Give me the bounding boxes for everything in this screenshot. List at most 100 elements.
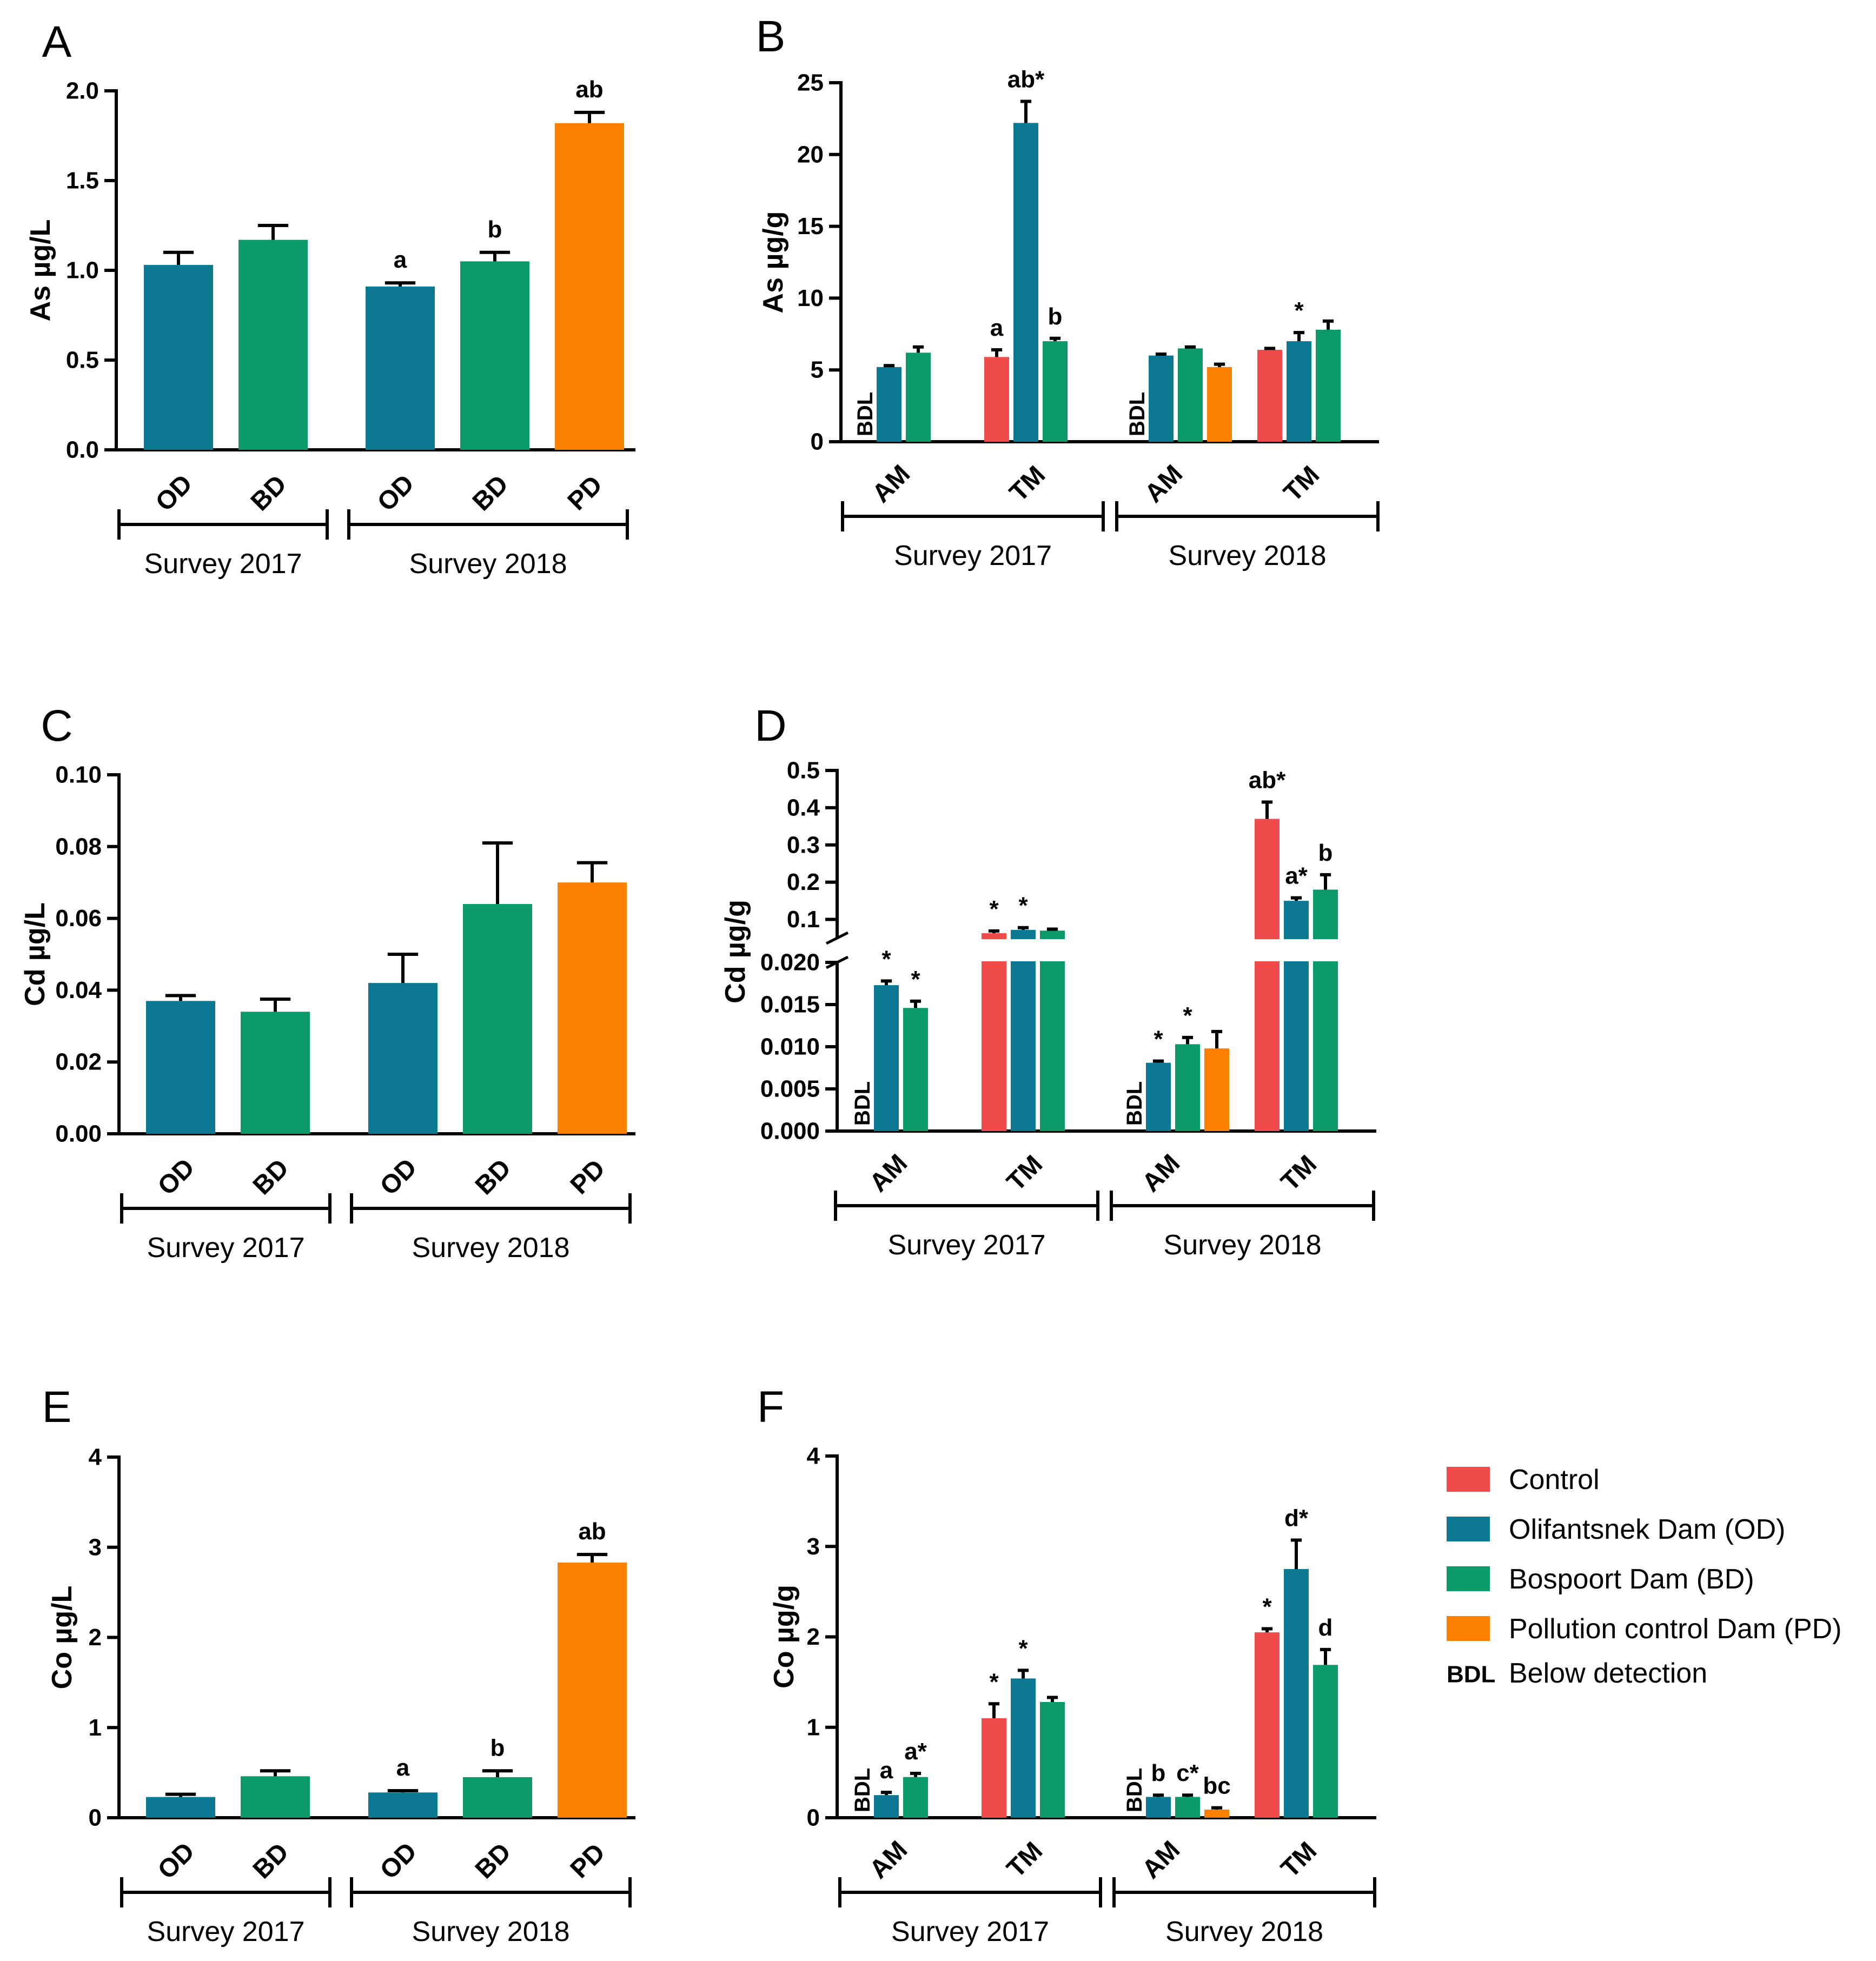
bar (1146, 1797, 1171, 1818)
bar-annotation: * (1294, 297, 1304, 324)
bar (903, 1777, 928, 1818)
bar (982, 1718, 1006, 1818)
bar-annotation: * (989, 896, 999, 922)
bar-annotation: d (1318, 1614, 1333, 1641)
legend-swatch (1447, 1517, 1490, 1541)
bar-annotation: b (490, 1734, 505, 1761)
x-tick-label: AM (864, 1836, 913, 1884)
axis-break-gap (980, 939, 1007, 961)
panel-label: B (756, 12, 786, 61)
group-label: Survey 2018 (1165, 1916, 1323, 1947)
bar (1204, 1048, 1229, 1131)
y-tick-label: 0 (807, 1805, 820, 1831)
bar-annotation: a (394, 247, 407, 273)
bar (241, 1776, 310, 1818)
group-label: Survey 2018 (1169, 540, 1327, 571)
legend-swatch (1447, 1566, 1490, 1591)
bar (877, 367, 901, 442)
bdl-label: BDL (853, 392, 877, 436)
y-tick-label: 1.5 (66, 168, 99, 194)
bar-lower-segment (1284, 962, 1309, 1131)
y-tick-label: 0.005 (760, 1076, 820, 1102)
y-tick-label: 5 (811, 357, 824, 383)
axis-break-gap (1039, 939, 1066, 961)
x-tick-label: PD (565, 1154, 611, 1200)
y-tick-label: 0.1 (787, 906, 820, 933)
bar-annotation: * (1154, 1026, 1163, 1053)
panel-C: C 0.00 0.02 0.04 0.06 0.08 0.10 Cd µg/L OD BD Surv… (19, 701, 635, 1264)
x-tick-label: AM (867, 460, 916, 508)
axis-break-gap (1312, 939, 1339, 961)
group-label: Survey 2018 (412, 1916, 570, 1947)
panel-label: C (41, 701, 72, 750)
legend-label: Pollution control Dam (PD) (1509, 1613, 1842, 1645)
x-tick-label: TM (1002, 1837, 1048, 1883)
x-tick-label: OD (375, 1153, 422, 1201)
y-tick-label: 1.0 (66, 257, 99, 284)
y-axis-label: As µg/L (25, 220, 56, 322)
x-tick-label: AM (864, 1149, 913, 1198)
x-tick-label: AM (1139, 460, 1188, 508)
group-label: Survey 2017 (147, 1232, 305, 1264)
panel-label: E (42, 1382, 72, 1432)
bar (463, 904, 532, 1134)
y-tick-label: 0.04 (55, 977, 102, 1003)
bar-annotation: a (396, 1754, 410, 1781)
bar-annotation: b (1048, 303, 1063, 330)
y-tick-label: 0.015 (760, 992, 820, 1018)
y-tick-label: 25 (797, 70, 824, 96)
bar (1316, 329, 1341, 442)
y-tick-label: 3 (89, 1534, 102, 1560)
bar (366, 286, 435, 450)
bar (874, 1795, 899, 1818)
y-tick-label: 0 (89, 1805, 102, 1831)
bar-lower-segment (1040, 962, 1065, 1131)
bar (1204, 1809, 1229, 1818)
x-tick-label: TM (1002, 1150, 1048, 1196)
y-axis-label: Co µg/L (47, 1586, 78, 1690)
panel-label: A (42, 17, 72, 67)
x-tick-label: OD (153, 1153, 200, 1201)
bar-annotation: b (488, 216, 502, 243)
y-tick-label: 2 (807, 1624, 820, 1650)
x-tick-label: OD (150, 469, 198, 517)
bar-lower-segment (982, 962, 1006, 1131)
bar (1178, 348, 1203, 442)
legend: Control Olifantsnek Dam (OD) Bospoort Dam … (1447, 1464, 1842, 1689)
bar-annotation: a* (1285, 863, 1308, 889)
bar (460, 261, 529, 450)
y-tick-label: 0.4 (787, 794, 820, 821)
bar-annotation: * (881, 946, 891, 972)
bar (906, 353, 931, 442)
bar-annotation: ab (578, 1518, 606, 1545)
y-tick-label: 4 (807, 1443, 820, 1470)
bar-annotation: ab* (1249, 767, 1286, 794)
y-axis-label: Co µg/g (768, 1585, 800, 1689)
y-tick-label: 0.000 (760, 1118, 820, 1145)
bdl-label: BDL (851, 1768, 874, 1812)
legend-label: Bospoort Dam (BD) (1509, 1564, 1754, 1595)
y-tick-label: 0.02 (55, 1049, 102, 1075)
bar (368, 983, 437, 1134)
y-tick-label: 0.06 (55, 905, 102, 932)
y-tick-label: 0.2 (787, 869, 820, 895)
bar-annotation: * (1018, 893, 1028, 919)
bar (1149, 355, 1174, 442)
y-tick-label: 0.5 (66, 347, 99, 374)
bar (238, 240, 308, 450)
x-tick-label: TM (1276, 1837, 1322, 1883)
x-tick-label: BD (470, 1838, 516, 1884)
bar (146, 1001, 215, 1134)
bar (1257, 350, 1282, 442)
x-tick-label: BD (246, 470, 292, 516)
bar (558, 882, 627, 1134)
legend-bdl-text: Below detection (1509, 1658, 1707, 1689)
bar (558, 1563, 627, 1818)
bar (874, 985, 899, 1131)
y-tick-label: 0.3 (787, 832, 820, 858)
axis-break-mark (825, 931, 849, 945)
bar-annotation: a* (904, 1738, 927, 1765)
panel-B: B As µg/g 0 5 10 15 20 25 BDL AM a ab* b TM Survey 201… (756, 12, 1380, 571)
x-tick-label: TM (1278, 461, 1325, 507)
axis-break-gap (1010, 939, 1037, 961)
